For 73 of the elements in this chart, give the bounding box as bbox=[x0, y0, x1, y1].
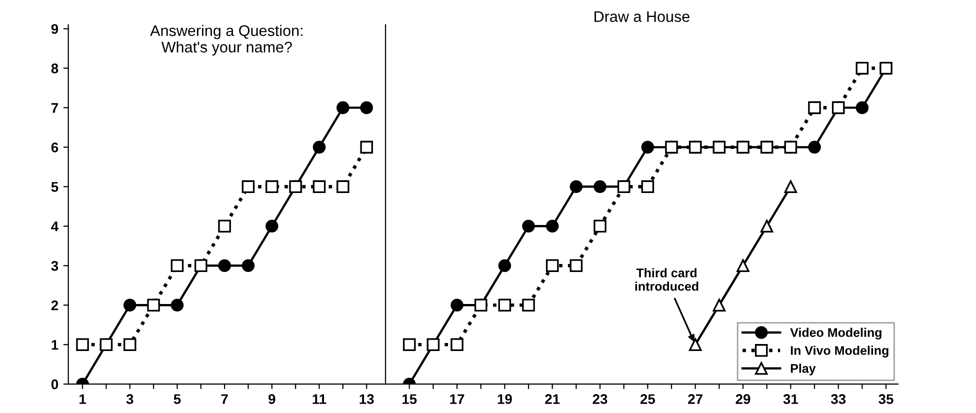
x-tick-label: 17 bbox=[450, 394, 464, 404]
x-tick-label: 19 bbox=[498, 394, 512, 404]
point bbox=[808, 140, 821, 154]
y-tick-label: 3 bbox=[51, 260, 58, 271]
point bbox=[312, 140, 326, 154]
x-tick-label: 13 bbox=[360, 394, 374, 404]
point bbox=[522, 298, 535, 312]
y-tick-label: 8 bbox=[51, 64, 58, 74]
point bbox=[242, 180, 255, 194]
point bbox=[760, 220, 774, 233]
point bbox=[498, 259, 512, 272]
point bbox=[170, 298, 184, 312]
point bbox=[336, 180, 350, 194]
point bbox=[170, 259, 184, 272]
point bbox=[546, 259, 559, 272]
point bbox=[312, 180, 326, 194]
x-tick-label: 21 bbox=[545, 394, 560, 404]
point bbox=[641, 140, 654, 154]
point bbox=[594, 220, 606, 233]
point bbox=[450, 338, 464, 351]
point bbox=[360, 140, 373, 154]
x-tick-label: 11 bbox=[312, 394, 326, 404]
x-tick-label: 33 bbox=[830, 394, 846, 404]
y-tick-label: 2 bbox=[51, 300, 58, 310]
point bbox=[242, 259, 255, 272]
point bbox=[450, 298, 464, 312]
point bbox=[594, 180, 606, 194]
legend-label: Video Modeling bbox=[790, 328, 882, 340]
annotation: Third card introduced bbox=[635, 268, 698, 291]
point bbox=[808, 101, 821, 114]
point bbox=[736, 259, 750, 272]
y-tick-label: 1 bbox=[52, 340, 58, 350]
x-tick-label: 29 bbox=[736, 394, 750, 404]
point bbox=[784, 180, 798, 194]
y-tick-label: 5 bbox=[51, 182, 58, 192]
point bbox=[266, 180, 278, 194]
point bbox=[856, 62, 869, 75]
point bbox=[402, 338, 416, 351]
point bbox=[336, 101, 350, 114]
point bbox=[266, 220, 278, 233]
x-tick-label: 1 bbox=[80, 394, 86, 404]
point bbox=[76, 338, 89, 351]
x-tick-label: 9 bbox=[268, 394, 276, 404]
x-tick-label: 35 bbox=[878, 394, 894, 404]
point bbox=[360, 101, 373, 114]
y-tick-label: 9 bbox=[51, 24, 58, 34]
y-tick-label: 0 bbox=[51, 379, 58, 390]
y-tick-label: 7 bbox=[51, 103, 58, 113]
x-tick-label: 5 bbox=[174, 394, 181, 404]
y-tick-label: 6 bbox=[51, 142, 58, 152]
x-tick-label: 7 bbox=[221, 394, 228, 404]
point bbox=[570, 180, 583, 194]
y-tick-label: 4 bbox=[51, 222, 59, 232]
point bbox=[498, 298, 512, 312]
chart-title: Draw a House bbox=[594, 11, 690, 22]
point bbox=[546, 220, 559, 233]
x-tick-label: 23 bbox=[592, 394, 608, 404]
point bbox=[570, 259, 583, 272]
x-tick-label: 15 bbox=[402, 394, 417, 404]
legend-label: In Vivo Modeling bbox=[790, 346, 888, 358]
point bbox=[218, 259, 231, 272]
point bbox=[856, 101, 869, 114]
x-tick-label: 25 bbox=[640, 394, 656, 404]
legend-label: Play bbox=[790, 364, 816, 376]
x-tick-label: 31 bbox=[783, 394, 798, 404]
x-tick-label: 27 bbox=[688, 394, 702, 404]
point bbox=[641, 180, 654, 194]
x-tick-label: 3 bbox=[126, 394, 134, 404]
text: Answering a Question: What's your name? bbox=[150, 24, 302, 56]
point bbox=[123, 338, 136, 351]
point bbox=[123, 298, 136, 312]
point bbox=[522, 220, 535, 233]
point bbox=[218, 220, 231, 233]
